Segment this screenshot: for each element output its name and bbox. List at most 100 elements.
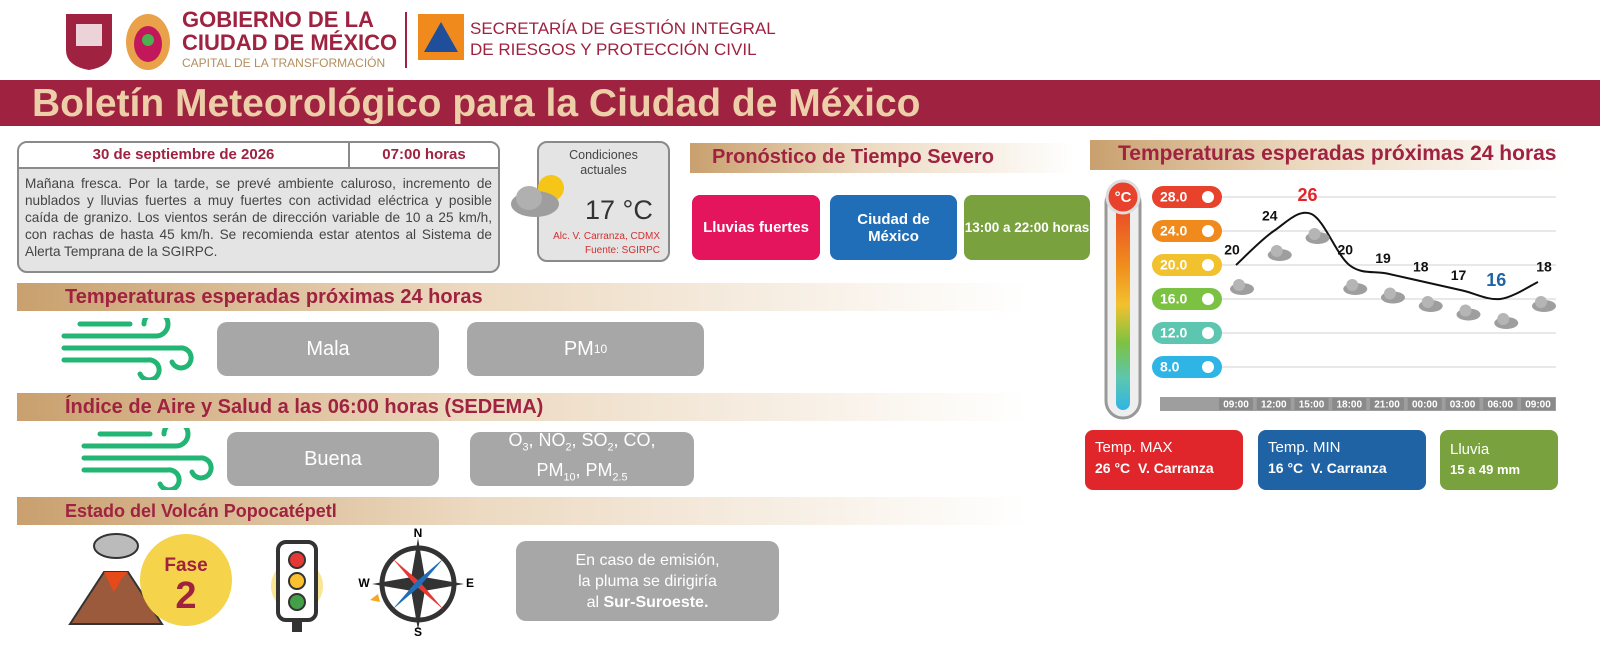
bulletin-date: 30 de septiembre de 2026 [19, 143, 350, 167]
x-tick-box [1332, 398, 1367, 410]
current-location: Alc. V. Carranza, CDMX [553, 231, 660, 242]
y-tick-dot [1202, 259, 1214, 271]
y-tick-pill [1152, 288, 1222, 310]
y-tick-label: 28.0 [1160, 189, 1187, 205]
plume-arrow [370, 594, 380, 602]
section-heading: Estado del Volcán Popocatépetl [17, 497, 1027, 525]
shape: 26 °C V. Carranza [1095, 460, 1243, 476]
y-tick-pill [1152, 356, 1222, 378]
current-conditions: Condiciones actuales 17 °C Alc. V. Carra… [537, 141, 670, 262]
data-label: 18 [1536, 259, 1552, 275]
subscript: 10 [563, 471, 576, 484]
compass-label: E [466, 576, 474, 590]
logos [66, 14, 170, 70]
subscript: 3 [522, 442, 529, 454]
weather-icon [511, 175, 564, 217]
cloud [1459, 304, 1472, 317]
plume-line: la pluma se dirigiría [578, 572, 717, 590]
bulletin-description: Mañana fresca. Por la tarde, se prevé am… [25, 176, 492, 259]
plume-line: En caso de emisión, [575, 551, 720, 569]
shape [81, 455, 214, 481]
ash-cloud [93, 533, 139, 559]
compass-label: S [414, 625, 422, 639]
cloud [1233, 279, 1245, 291]
weather-icon [1305, 228, 1330, 244]
green-light [288, 593, 306, 611]
data-label: 19 [1375, 250, 1391, 266]
phase-circle [140, 534, 232, 626]
plume-prefix: al [586, 593, 600, 611]
label-line: Condiciones [569, 148, 638, 162]
rain-value: 15 a 49 mm [1450, 462, 1521, 477]
x-tick-box [1483, 398, 1518, 410]
x-tick-box [1407, 398, 1442, 410]
wind-lines [81, 428, 214, 490]
max-card: Temp. MAX 26 °C V. Carranza [1085, 430, 1243, 490]
plume-line: al Sur-Suroeste. [587, 592, 709, 613]
agency-name: SECRETARÍA DE GESTIÓN INTEGRAL DE RIESGO… [470, 18, 776, 60]
severe-period: 13:00 a 22:00 horas [964, 195, 1090, 260]
y-tick-label: 24.0 [1160, 223, 1187, 239]
y-tick-pill [1152, 322, 1222, 344]
x-tick-box [1370, 398, 1404, 410]
data-label: 16 [1486, 270, 1506, 290]
volcano-icon [68, 533, 164, 625]
weather-icon [1267, 245, 1292, 261]
min-card: Temp. MIN 16 °C V. Carranza [1258, 430, 1426, 490]
traffic-light [271, 540, 323, 632]
weather-icon [1532, 296, 1556, 312]
min-place: V. Carranza [1310, 460, 1387, 476]
x-tick-box [1256, 398, 1291, 410]
rain-card: Lluvia 15 a 49 mm [1440, 430, 1558, 490]
shape [61, 345, 194, 371]
shape [81, 428, 191, 449]
castle [76, 24, 102, 46]
x-tick-label: 06:00 [1487, 400, 1513, 411]
data-label: 26 [1297, 185, 1317, 205]
agency-line: DE RIESGOS Y PROTECCIÓN CIVIL [470, 40, 757, 59]
x-tick-label: 12:00 [1261, 400, 1287, 411]
section-heading: Pronóstico de Tiempo Severo [690, 143, 1075, 173]
pole [292, 620, 302, 632]
y-tick-pill [1152, 186, 1222, 208]
max-place: V. Carranza [1137, 460, 1214, 476]
data-label: 20 [1337, 242, 1353, 258]
y-tick-label: 8.0 [1160, 359, 1180, 375]
x-tick-label: 21:00 [1374, 400, 1400, 411]
section-heading: Temperaturas esperadas próximas 24 horas [17, 283, 1027, 311]
x-tick-box [1219, 398, 1253, 410]
section-heading: Índice de Aire y Salud a las 06:00 horas… [17, 393, 1027, 421]
logo-triangle [424, 22, 458, 52]
shape [81, 467, 182, 490]
yellow-light [288, 572, 306, 590]
x-tick-box [1445, 398, 1480, 410]
emblem-dot [142, 34, 154, 46]
y-tick-dot [1202, 361, 1214, 373]
pollutant: PM 10 [467, 322, 704, 376]
wind-icon [61, 318, 194, 380]
subscript: 2.5 [612, 471, 628, 484]
bulletin-box: 30 de septiembre de 2026 07:00 horas Mañ… [17, 141, 500, 273]
phase-value: 2 [175, 575, 196, 617]
subscript: 2 [565, 442, 572, 454]
weather-icon [1230, 279, 1254, 295]
compass-diagonal [392, 558, 444, 610]
shape [61, 357, 162, 380]
title-bar: Boletín Meteorológico para la Ciudad de … [0, 80, 1600, 126]
pollutant-list: O3, NO2, SO2, CO, PM10, PM2.5 [470, 430, 694, 486]
x-tick-label: 03:00 [1450, 400, 1476, 411]
pollutant-line: O3, NO2, SO2, CO, [508, 430, 656, 454]
bulletin-header: 30 de septiembre de 2026 07:00 horas [19, 143, 498, 169]
cloud [1384, 287, 1396, 300]
subscript: 10 [593, 342, 608, 356]
data-label: 20 [1224, 242, 1240, 258]
severe-area: Ciudad de México [830, 195, 957, 260]
x-tick-box [1521, 398, 1555, 410]
compass-label: W [358, 576, 370, 590]
data-label: 17 [1451, 267, 1467, 283]
air-quality: Mala [217, 322, 439, 376]
thermometer-bulb [1105, 179, 1141, 215]
y-tick-dot [1202, 225, 1214, 237]
x-tick-label: 00:00 [1412, 400, 1438, 411]
